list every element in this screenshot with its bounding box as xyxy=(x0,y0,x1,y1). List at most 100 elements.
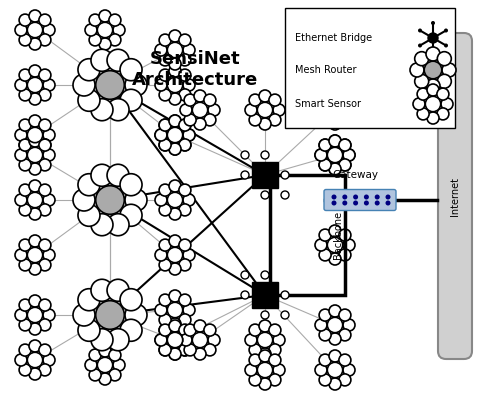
Bar xyxy=(252,282,278,308)
Circle shape xyxy=(39,139,51,151)
Circle shape xyxy=(19,119,31,131)
Circle shape xyxy=(120,289,142,311)
Circle shape xyxy=(15,149,27,161)
Circle shape xyxy=(78,89,100,111)
Circle shape xyxy=(339,139,351,151)
Circle shape xyxy=(184,94,196,106)
Circle shape xyxy=(204,324,216,336)
Circle shape xyxy=(319,309,331,321)
Circle shape xyxy=(107,329,129,351)
Text: Smart Sensor: Smart Sensor xyxy=(295,99,361,109)
Bar xyxy=(270,175,345,295)
Circle shape xyxy=(159,34,171,46)
Circle shape xyxy=(259,350,271,362)
Circle shape xyxy=(15,24,27,36)
Circle shape xyxy=(315,239,327,251)
Circle shape xyxy=(353,195,358,200)
Circle shape xyxy=(109,349,121,361)
Circle shape xyxy=(19,159,31,171)
Circle shape xyxy=(259,118,271,130)
Circle shape xyxy=(29,163,41,175)
Circle shape xyxy=(329,163,341,175)
Circle shape xyxy=(125,74,147,96)
Circle shape xyxy=(437,52,451,66)
Circle shape xyxy=(427,112,439,124)
Circle shape xyxy=(89,349,101,361)
Circle shape xyxy=(249,354,261,366)
Circle shape xyxy=(43,249,55,261)
Circle shape xyxy=(167,42,182,58)
Circle shape xyxy=(39,139,51,151)
Circle shape xyxy=(169,318,181,330)
Circle shape xyxy=(315,319,327,331)
Circle shape xyxy=(27,247,43,263)
Circle shape xyxy=(269,374,281,386)
Circle shape xyxy=(425,96,441,112)
Circle shape xyxy=(257,362,273,378)
Circle shape xyxy=(179,119,191,131)
Circle shape xyxy=(192,332,208,348)
Circle shape xyxy=(155,44,167,56)
Circle shape xyxy=(39,34,51,46)
Circle shape xyxy=(125,304,147,326)
Circle shape xyxy=(91,279,113,301)
Circle shape xyxy=(331,200,337,206)
Circle shape xyxy=(99,345,111,357)
Circle shape xyxy=(39,69,51,81)
Circle shape xyxy=(169,143,181,155)
Circle shape xyxy=(261,311,269,319)
Circle shape xyxy=(120,89,142,111)
Circle shape xyxy=(85,359,97,371)
Circle shape xyxy=(91,99,113,121)
Circle shape xyxy=(386,195,390,200)
Circle shape xyxy=(78,59,100,81)
Circle shape xyxy=(15,309,27,321)
Circle shape xyxy=(27,22,43,38)
Text: Ethernet Bridge: Ethernet Bridge xyxy=(295,33,372,43)
Circle shape xyxy=(19,69,31,81)
Text: SensiNet
Architecture: SensiNet Architecture xyxy=(132,50,258,89)
Circle shape xyxy=(39,184,51,196)
Circle shape xyxy=(329,305,341,317)
Circle shape xyxy=(27,352,43,368)
Circle shape xyxy=(107,49,129,71)
Circle shape xyxy=(179,119,191,131)
Circle shape xyxy=(261,191,269,199)
Circle shape xyxy=(19,139,31,151)
Circle shape xyxy=(39,319,51,331)
Circle shape xyxy=(245,364,257,376)
Circle shape xyxy=(159,119,171,131)
Circle shape xyxy=(19,34,31,46)
Circle shape xyxy=(319,249,331,261)
Circle shape xyxy=(29,340,41,352)
Circle shape xyxy=(43,309,55,321)
Circle shape xyxy=(281,291,289,299)
Circle shape xyxy=(339,329,351,341)
Circle shape xyxy=(29,263,41,275)
Circle shape xyxy=(437,88,449,100)
Circle shape xyxy=(43,149,55,161)
Circle shape xyxy=(179,139,191,151)
Circle shape xyxy=(167,247,182,263)
Circle shape xyxy=(245,334,257,346)
Circle shape xyxy=(245,104,257,116)
Circle shape xyxy=(273,334,285,346)
Circle shape xyxy=(183,129,195,141)
Circle shape xyxy=(179,324,191,336)
Circle shape xyxy=(418,29,422,33)
Circle shape xyxy=(159,89,171,101)
Circle shape xyxy=(91,49,113,71)
Circle shape xyxy=(327,362,342,378)
Circle shape xyxy=(78,174,100,196)
Circle shape xyxy=(167,127,182,143)
Circle shape xyxy=(375,200,380,206)
Circle shape xyxy=(159,204,171,216)
Circle shape xyxy=(19,259,31,271)
Circle shape xyxy=(167,332,182,348)
Circle shape xyxy=(29,38,41,50)
Circle shape xyxy=(327,237,342,253)
Circle shape xyxy=(107,99,129,121)
Circle shape xyxy=(257,332,273,348)
Circle shape xyxy=(179,314,191,326)
Circle shape xyxy=(269,344,281,356)
